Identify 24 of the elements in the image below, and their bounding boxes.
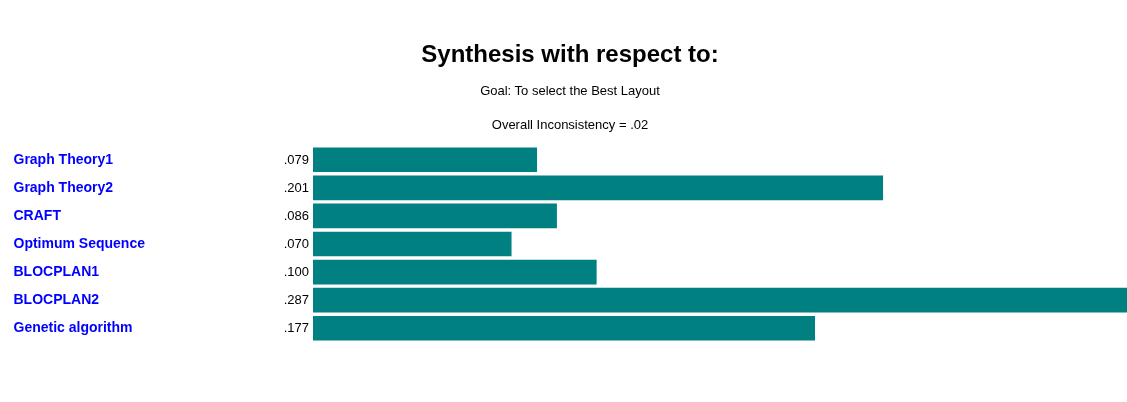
data-label: .177: [283, 320, 309, 336]
data-label: .070: [283, 236, 309, 251]
y-tick-label: Graph Theory1: [13, 150, 114, 167]
bar: [313, 203, 557, 229]
y-tick-label: Graph Theory2: [13, 178, 114, 195]
bar: [313, 287, 1127, 313]
bar: [313, 315, 816, 341]
y-tick-label: Optimum Sequence: [13, 235, 146, 251]
bar: [313, 147, 538, 173]
y-tick-label: Genetic algorithm: [13, 319, 133, 336]
chart-subtitle: Goal: To select the Best Layout: [480, 83, 661, 98]
bar: [313, 259, 597, 285]
data-label: .079: [283, 151, 309, 167]
chart-title: Synthesis with respect to:: [421, 40, 719, 67]
y-tick-label: BLOCPLAN1: [13, 263, 100, 280]
data-label: .100: [283, 264, 309, 280]
bar: [313, 231, 512, 257]
text: Overall Inconsistency = .02: [491, 117, 649, 132]
bar: [313, 175, 884, 201]
y-tick-label: CRAFT: [13, 206, 62, 223]
data-label: .287: [283, 292, 309, 308]
y-tick-label: BLOCPLAN2: [13, 291, 100, 308]
data-label: .201: [283, 179, 309, 195]
data-label: .086: [283, 207, 309, 223]
